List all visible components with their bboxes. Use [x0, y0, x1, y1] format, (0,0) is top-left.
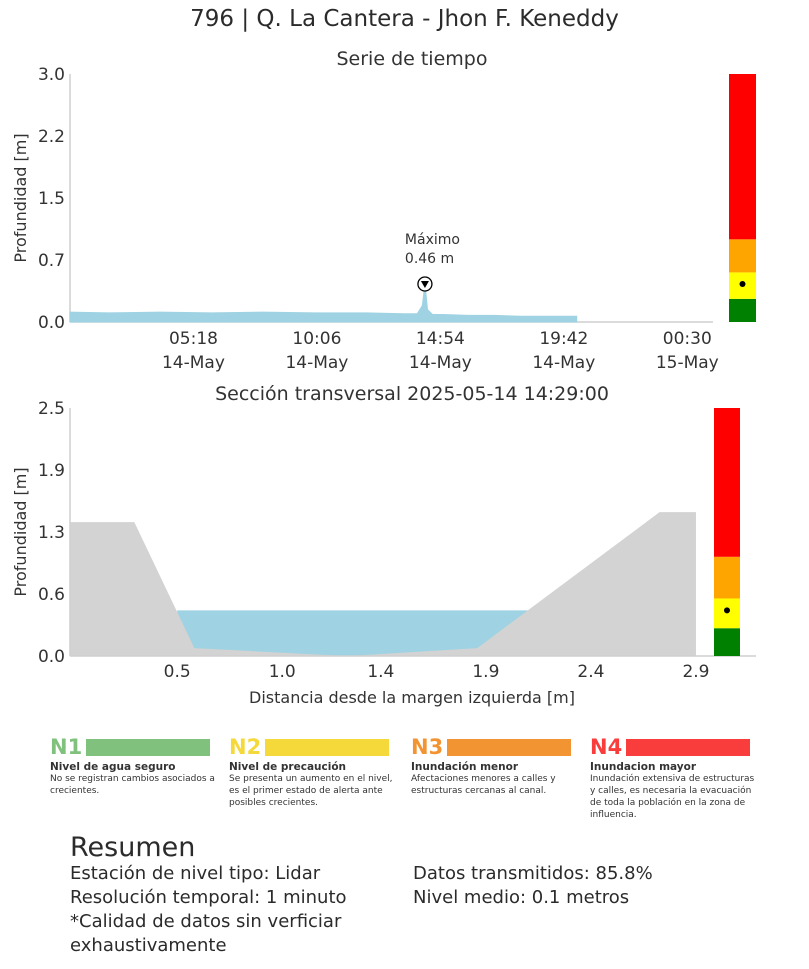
channel-bed-profile: [70, 512, 696, 656]
level-legend-n2: N2 Nivel de precaución Se presenta un au…: [229, 735, 397, 809]
level-legend-n4: N4 Inundacion mayor Inundación extensiva…: [590, 735, 758, 821]
y-tick-label: 1.3: [38, 523, 65, 543]
y-tick-label: 2.2: [38, 127, 65, 147]
x-tick-label: 14-May: [285, 353, 348, 373]
x-tick-label: 1.0: [269, 662, 296, 682]
x-tick-label: 14-May: [409, 353, 472, 373]
alert-level-segment: [714, 408, 740, 557]
summary-line: Nivel medio: 0.1 metros: [413, 887, 630, 908]
chart-title: Serie de tiempo: [337, 48, 488, 70]
y-tick-label: 0.0: [38, 313, 65, 333]
cross-section-chart: Sección transversal 2025-05-14 14:29:00 P…: [11, 383, 756, 707]
summary-line: *Calidad de datos sin verficiar: [70, 911, 342, 932]
x-tick-label: 14-May: [162, 353, 225, 373]
current-level-marker: [724, 607, 730, 614]
page-title: 796 | Q. La Cantera - Jhon F. Keneddy: [190, 6, 619, 32]
summary-line: Datos transmitidos: 85.8%: [413, 863, 653, 884]
x-tick-label: 0.5: [164, 662, 191, 682]
x-tick-label: 14:54: [416, 329, 465, 349]
max-annotation-label: Máximo: [405, 232, 460, 248]
level-name: Inundacion mayor: [590, 761, 697, 773]
alert-level-segment: [714, 628, 740, 656]
level-code: N4: [590, 735, 623, 759]
level-color-bar: [447, 738, 572, 756]
summary-line: exhaustivamente: [70, 935, 227, 956]
level-color-bar: [626, 738, 751, 756]
y-axis-label: Profundidad [m]: [11, 467, 30, 596]
level-code: N2: [229, 735, 262, 759]
level-description: No se registran cambios asociados a crec…: [50, 774, 215, 796]
level-color-bar: [86, 738, 211, 756]
x-tick-label: 14-May: [532, 353, 595, 373]
y-tick-label: 1.9: [38, 461, 65, 481]
level-description: Inundación extensiva de estructuras y ca…: [590, 774, 755, 820]
current-level-marker: [739, 280, 746, 287]
time-series-chart: Serie de tiempo Profundidad [m] 0.0 0.7 1.5 2…: [11, 48, 756, 373]
chart-title: Sección transversal 2025-05-14 14:29:00: [215, 383, 609, 405]
x-axis-label: Distancia desde la margen izquierda [m]: [249, 688, 575, 707]
summary-line: Resolución temporal: 1 minuto: [70, 887, 347, 908]
level-name: Inundación menor: [411, 761, 519, 773]
summary-line: Estación de nivel tipo: Lidar: [70, 863, 321, 884]
depth-series-area: [69, 283, 578, 323]
x-tick-label: 00:30: [663, 329, 712, 349]
x-tick-label: 19:42: [539, 329, 588, 349]
alert-level-segment: [729, 298, 756, 322]
summary-right: Datos transmitidos: 85.8% Nivel medio: 0…: [413, 862, 753, 910]
y-tick-label: 0.7: [38, 251, 65, 271]
alert-level-segment: [729, 239, 756, 273]
level-description: Afectaciones menores a calles y estructu…: [411, 774, 556, 796]
y-tick-label: 1.5: [38, 189, 65, 209]
summary-left: Estación de nivel tipo: Lidar Resolución…: [70, 862, 400, 958]
level-legend-n1: N1 Nivel de agua seguro No se registran …: [50, 735, 215, 797]
x-tick-label: 1.4: [367, 662, 394, 682]
y-axis-label: Profundidad [m]: [11, 133, 30, 262]
y-tick-label: 2.5: [38, 399, 65, 419]
x-tick-label: 10:06: [292, 329, 341, 349]
alert-level-segment: [729, 74, 756, 240]
max-marker-arrow: [420, 280, 429, 288]
summary-title: Resumen: [70, 832, 196, 863]
y-tick-label: 0.6: [38, 585, 65, 605]
level-code: N3: [411, 735, 444, 759]
level-code: N1: [50, 735, 83, 759]
alert-level-segment: [714, 556, 740, 599]
level-name: Nivel de precaución: [229, 761, 347, 773]
level-color-bar: [265, 738, 390, 756]
y-tick-label: 3.0: [38, 65, 65, 85]
x-tick-label: 05:18: [169, 329, 218, 349]
level-legend-n3: N3 Inundación menor Afectaciones menores…: [411, 735, 577, 797]
level-description: Se presenta un aumento en el nivel, es e…: [229, 774, 393, 808]
y-tick-label: 0.0: [38, 647, 65, 667]
x-tick-label: 1.9: [472, 662, 499, 682]
x-tick-label: 2.9: [682, 662, 709, 682]
x-tick-label: 15-May: [656, 353, 719, 373]
max-annotation-value: 0.46 m: [405, 251, 454, 267]
level-name: Nivel de agua seguro: [50, 761, 176, 773]
x-tick-label: 2.4: [577, 662, 604, 682]
